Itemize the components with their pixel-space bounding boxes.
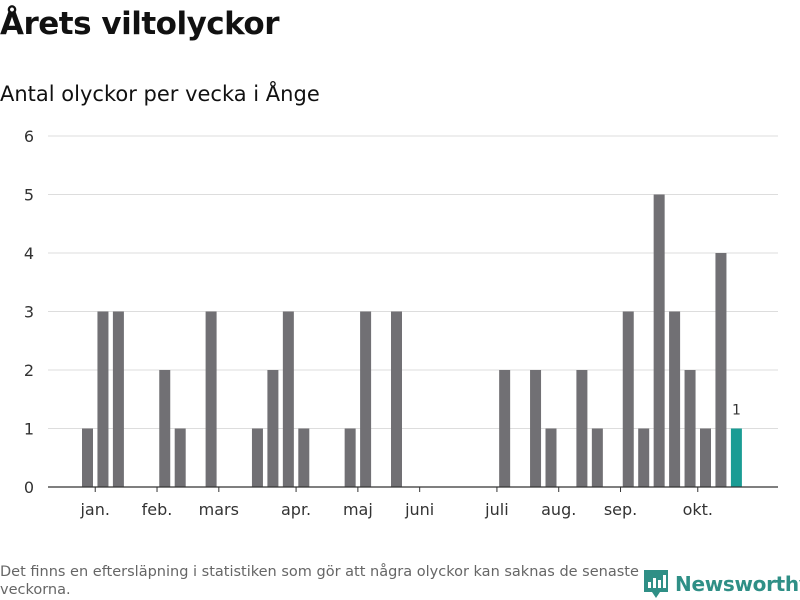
x-tick-label: juni [404, 500, 434, 519]
bar [638, 428, 650, 487]
bar [653, 194, 665, 487]
bar-chart: 0 1 2 3 4 5 6 1 jan. feb. mars apr. maj juni juli aug. s… [24, 127, 778, 519]
x-tick-label: okt. [683, 500, 713, 519]
chart-title: Årets viltolyckor [0, 6, 280, 42]
brand-logo[interactable]: Newsworthy [643, 568, 800, 600]
bar [344, 428, 356, 487]
y-tick-label: 6 [24, 127, 34, 146]
y-tick-label: 1 [24, 420, 34, 439]
x-tick-label: apr. [281, 500, 311, 519]
bar [669, 311, 681, 487]
bar [700, 428, 711, 487]
y-tick-label: 3 [24, 303, 34, 322]
bar [159, 370, 171, 487]
bar [251, 428, 263, 487]
bar [360, 311, 372, 487]
brand-name: Newsworthy [675, 572, 800, 596]
y-tick-label: 0 [24, 478, 34, 497]
footnote: Det finns en eftersläpning i statistiken… [0, 564, 639, 598]
bar [97, 311, 109, 487]
y-tick-label: 4 [24, 244, 34, 263]
chart-subtitle: Antal olyckor per vecka i Ånge [0, 82, 320, 106]
bar [622, 311, 634, 487]
bar [112, 311, 124, 487]
x-tick-label: sep. [604, 500, 637, 519]
bar [82, 428, 93, 487]
bar [499, 370, 511, 487]
bar [282, 311, 294, 487]
bar [530, 370, 542, 487]
x-tick-label: mars [199, 500, 239, 519]
bar-highlight [730, 428, 742, 487]
y-tick-label: 2 [24, 361, 34, 380]
bar [298, 428, 310, 487]
newsworthy-logo-icon [644, 570, 668, 598]
bar [545, 428, 557, 487]
y-tick-label: 5 [24, 186, 34, 205]
x-tick-label: feb. [142, 500, 173, 519]
bar [267, 370, 279, 487]
x-tick-label: jan. [79, 500, 109, 519]
bar [205, 311, 217, 487]
bar [591, 428, 603, 487]
x-tick-label: aug. [541, 500, 576, 519]
bar [391, 311, 402, 487]
x-tick-label: juli [484, 500, 508, 519]
x-tick-label: maj [343, 500, 373, 519]
bar [715, 253, 727, 487]
bar [576, 370, 588, 487]
bar [684, 370, 696, 487]
data-label: 1 [732, 403, 741, 419]
bar [174, 428, 186, 487]
